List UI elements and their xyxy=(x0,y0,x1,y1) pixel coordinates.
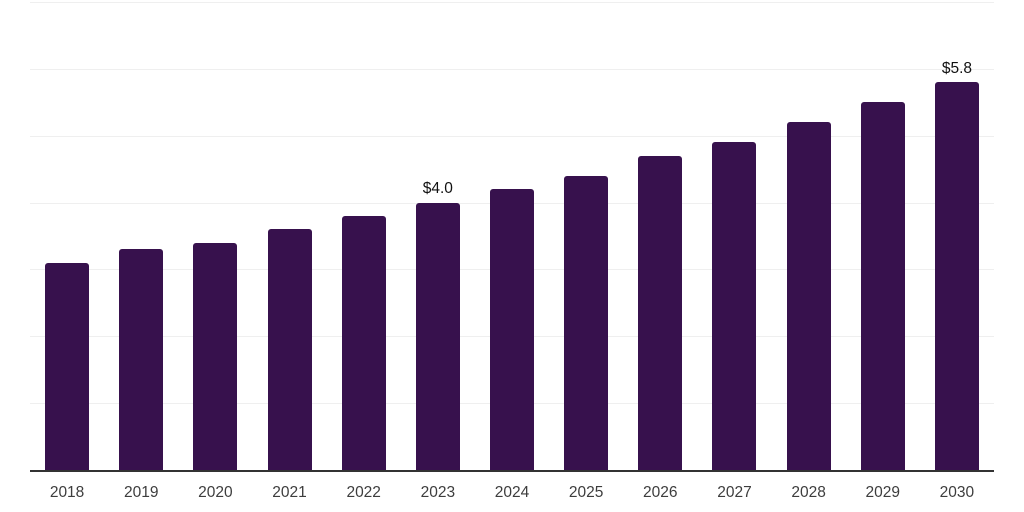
data-label-2023: $4.0 xyxy=(422,180,453,198)
bar-2030 xyxy=(934,82,979,470)
x-tick-label-2028: 2028 xyxy=(791,484,826,501)
x-axis-line xyxy=(30,470,994,472)
x-axis-labels: 2018 2019 2020 2021 2022 2023 2024 2025 2026 2027… xyxy=(30,484,994,504)
bar-2027 xyxy=(712,142,757,470)
x-tick-label-2019: 2019 xyxy=(123,484,159,501)
bar-2026 xyxy=(638,155,683,470)
bar-2023 xyxy=(415,202,460,470)
x-tick-label-2024: 2024 xyxy=(494,484,530,501)
x-tick-label-2020: 2020 xyxy=(198,484,233,501)
bar-2019 xyxy=(119,249,164,470)
bar-2029 xyxy=(860,102,905,470)
gridline xyxy=(30,2,994,3)
x-tick-label-2018: 2018 xyxy=(49,484,85,501)
x-tick-label-2029: 2029 xyxy=(865,484,901,501)
bar-2021 xyxy=(267,229,312,470)
x-tick-label-2030: 2030 xyxy=(939,484,975,501)
x-tick-label-2021: 2021 xyxy=(272,484,307,501)
bar-2028 xyxy=(786,122,831,470)
bar-2024 xyxy=(490,189,534,470)
bar-2025 xyxy=(564,175,609,470)
x-tick-label-2027: 2027 xyxy=(717,484,752,501)
bar-2018 xyxy=(45,262,90,470)
x-tick-label-2026: 2026 xyxy=(643,484,678,501)
gridline xyxy=(30,135,994,137)
x-tick-label-2025: 2025 xyxy=(568,484,604,501)
gridline xyxy=(30,68,994,70)
bar-2022 xyxy=(341,215,386,470)
x-tick-label-2023: 2023 xyxy=(420,484,456,501)
bar-2020 xyxy=(193,242,238,470)
data-label-2030: $5.8 xyxy=(941,59,973,77)
plot-area: $4.0 $5.8 xyxy=(30,2,994,470)
x-tick-label-2022: 2022 xyxy=(346,484,381,501)
